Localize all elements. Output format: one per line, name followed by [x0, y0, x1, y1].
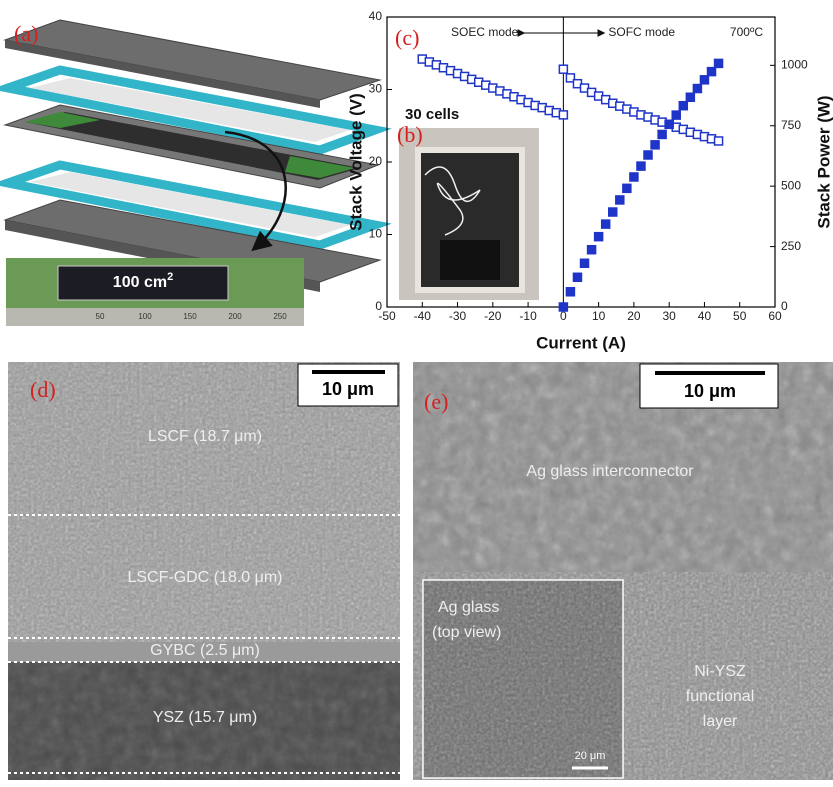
- marker: [685, 92, 696, 102]
- x-tick-label: 60: [768, 309, 782, 323]
- marker: [607, 207, 618, 217]
- marker: [664, 119, 674, 130]
- ruler-label: 100: [138, 312, 152, 321]
- y2-tick-label: 750: [781, 118, 801, 132]
- inset-label: Ag glass: [438, 599, 499, 616]
- annotation: SOEC mode: [451, 25, 519, 39]
- marker: [593, 231, 604, 242]
- y-tick-label: 40: [369, 9, 383, 23]
- layer-label: LSCF-GDC (18.0 μm): [127, 569, 282, 586]
- marker: [657, 129, 667, 140]
- marker: [713, 58, 724, 69]
- marker: [622, 183, 632, 194]
- panel-d: LSCF (18.7 μm) LSCF-GDC (18.0 μm) GYBC (…: [8, 362, 400, 780]
- wires: [424, 166, 481, 236]
- ruler-label: 150: [183, 312, 197, 321]
- inset-scale-label: 20 μm: [575, 750, 606, 762]
- marker: [629, 172, 639, 182]
- x-tick-label: -20: [484, 309, 502, 323]
- panel-label: (c): [395, 25, 419, 50]
- inset-caption: 30 cells: [405, 106, 459, 123]
- panel-label: (e): [424, 389, 448, 414]
- x-tick-label: -40: [414, 309, 432, 323]
- inset-label: (top view): [432, 624, 501, 641]
- marker: [706, 66, 717, 77]
- x-tick-label: 50: [733, 309, 747, 323]
- layer-label: YSZ (15.7 μm): [153, 709, 257, 726]
- scale-bar-label: 10 μm: [322, 379, 374, 399]
- x-tick-label: -50: [378, 309, 396, 323]
- marker: [572, 272, 583, 283]
- y2-tick-label: 250: [781, 239, 801, 253]
- panel-c: (c) -50 -40 -30 -20 -10 0 10 20 30 40 50 6001020304…: [346, 9, 833, 352]
- marker: [713, 136, 724, 146]
- panel-label: (b): [397, 122, 423, 147]
- x-tick-label: -10: [519, 309, 537, 323]
- cell-area: 100 cm2: [113, 271, 173, 291]
- marker: [678, 100, 689, 111]
- x-tick-label: 0: [560, 309, 567, 323]
- marker: [699, 75, 710, 85]
- ruler-label: 250: [273, 312, 287, 321]
- panel-label: (d): [30, 377, 56, 402]
- layer-label: LSCF (18.7 μm): [148, 428, 262, 445]
- marker: [565, 287, 576, 297]
- interconnector-label: Ag glass interconnector: [526, 463, 694, 480]
- panel-e: Ag glass interconnector Ag glass (top vi…: [413, 362, 833, 780]
- y-tick-label: 10: [369, 227, 383, 241]
- layer-label: functional: [686, 688, 755, 705]
- stack: [440, 240, 500, 280]
- x-tick-label: 30: [663, 309, 677, 323]
- marker: [650, 140, 660, 150]
- y-axis-label: Stack Voltage (V): [346, 93, 365, 231]
- cell-area-text: 100 cm: [113, 274, 167, 291]
- cell-area-superscript: 2: [167, 271, 173, 283]
- layer-label: Ni-YSZ: [694, 663, 746, 680]
- scale-bar-label: 10 μm: [684, 381, 736, 401]
- x-tick-label: 20: [627, 309, 641, 323]
- panel-a: 100 cm2 (a) 50 100 150 200 250: [0, 19, 392, 326]
- panel-label: (a): [14, 21, 38, 46]
- x-axis-label: Current (A): [536, 333, 626, 352]
- y2-tick-label: 500: [781, 178, 801, 192]
- annotation: SOFC mode: [608, 25, 675, 39]
- x-tick-label: 10: [592, 309, 606, 323]
- y2-tick-label: 0: [781, 299, 788, 313]
- marker: [692, 83, 703, 94]
- marker: [636, 161, 646, 171]
- marker: [558, 64, 569, 74]
- x-tick-label: 40: [698, 309, 712, 323]
- marker: [586, 244, 597, 255]
- annotation: 700ºC: [730, 25, 763, 39]
- marker: [643, 150, 653, 160]
- y-tick-label: 0: [375, 299, 382, 313]
- marker: [565, 73, 576, 83]
- y-tick-label: 20: [369, 154, 383, 168]
- layer-label: GYBC (2.5 μm): [150, 642, 260, 659]
- marker: [600, 219, 611, 229]
- marker: [579, 258, 590, 269]
- ruler-label: 200: [228, 312, 242, 321]
- marker: [615, 195, 625, 205]
- marker: [558, 110, 569, 120]
- y2-tick-label: 1000: [781, 58, 808, 72]
- layer-label: layer: [703, 713, 738, 730]
- y2-axis-label: Stack Power (W): [814, 95, 833, 228]
- marker: [671, 110, 681, 120]
- x-tick-label: -30: [449, 309, 467, 323]
- marker: [558, 302, 569, 312]
- y-tick-label: 30: [369, 82, 383, 96]
- ruler-label: 50: [96, 312, 105, 321]
